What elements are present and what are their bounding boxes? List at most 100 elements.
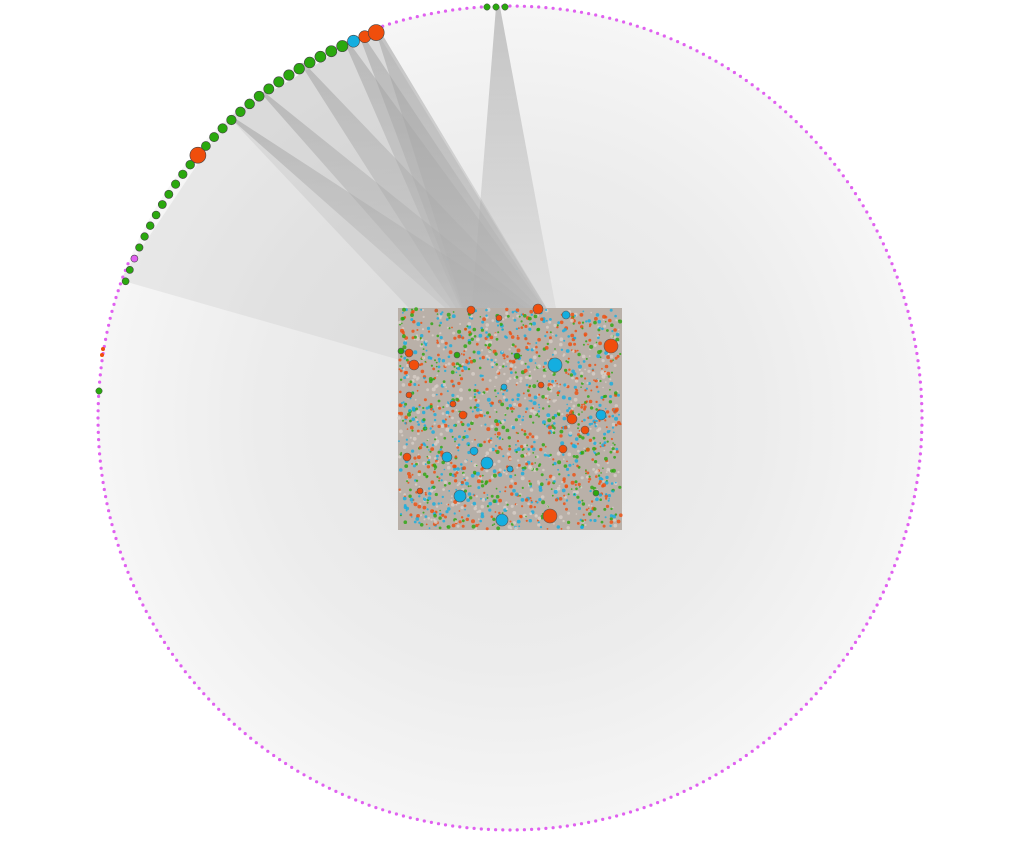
core-hub xyxy=(592,489,600,497)
core-node xyxy=(585,387,589,390)
core-node xyxy=(416,376,420,380)
core-node xyxy=(608,400,613,404)
core-node xyxy=(556,391,560,395)
core-node xyxy=(602,398,605,401)
ring-node xyxy=(112,302,116,306)
core-node xyxy=(451,362,456,366)
hub-node xyxy=(325,45,338,58)
core-node xyxy=(429,404,433,409)
core-node xyxy=(532,355,537,360)
core-node xyxy=(571,369,575,374)
core-node xyxy=(440,424,445,428)
core-node xyxy=(606,355,611,360)
ring-node xyxy=(183,670,187,674)
ring-node xyxy=(558,7,562,11)
ring-node xyxy=(594,819,598,823)
core-node xyxy=(444,346,447,349)
core-node xyxy=(534,514,538,518)
core-node xyxy=(447,402,450,405)
core-node xyxy=(602,483,606,488)
core-node xyxy=(598,403,602,407)
core-node xyxy=(557,460,562,465)
ring-node xyxy=(920,402,924,406)
core-node xyxy=(592,405,595,407)
core-node xyxy=(401,330,405,335)
core-node xyxy=(451,495,453,498)
core-node xyxy=(541,500,546,505)
core-node xyxy=(532,421,535,424)
core-node xyxy=(437,502,440,505)
core-node xyxy=(543,361,548,365)
core-node xyxy=(603,449,606,452)
core-node xyxy=(581,403,584,406)
ring-node xyxy=(408,816,412,820)
core-node xyxy=(490,515,494,518)
core-node xyxy=(490,362,495,367)
core-node xyxy=(423,490,426,493)
core-node xyxy=(524,498,529,502)
core-node xyxy=(455,444,458,447)
core-node xyxy=(606,479,608,482)
core-node xyxy=(505,398,509,402)
core-node xyxy=(602,318,605,321)
core-node xyxy=(504,490,507,493)
core-node xyxy=(529,488,534,492)
ring-node xyxy=(408,16,412,20)
core-node xyxy=(411,449,415,453)
hub-node xyxy=(135,243,144,252)
ring-node xyxy=(296,769,300,773)
core-node xyxy=(544,334,547,338)
ring-node xyxy=(669,37,673,41)
core-node xyxy=(423,498,427,501)
ring-node xyxy=(107,323,111,327)
core-node xyxy=(458,435,461,439)
ring-node xyxy=(401,18,405,22)
core-node xyxy=(442,406,445,409)
core-node xyxy=(570,318,574,323)
ring-node xyxy=(100,473,104,477)
core-node xyxy=(597,336,600,340)
core-node xyxy=(411,462,414,465)
ring-node xyxy=(104,495,108,499)
core-node xyxy=(474,384,477,386)
ring-node xyxy=(819,146,823,150)
core-node xyxy=(507,314,510,318)
core-node xyxy=(446,413,449,416)
core-node xyxy=(435,459,438,462)
core-node xyxy=(575,513,578,515)
core-node xyxy=(498,468,502,472)
core-node xyxy=(442,383,446,387)
ring-node xyxy=(129,577,133,581)
core-node xyxy=(536,519,539,522)
core-node xyxy=(433,513,437,518)
core-node xyxy=(580,405,584,409)
core-node xyxy=(446,525,449,528)
ring-node xyxy=(558,825,562,829)
core-node xyxy=(551,476,556,480)
core-node xyxy=(442,519,446,523)
core-node xyxy=(437,344,441,348)
core-node xyxy=(578,368,581,371)
core-node xyxy=(423,398,427,402)
core-node xyxy=(565,467,570,471)
core-node xyxy=(481,320,485,324)
ring-node xyxy=(565,824,569,828)
ring-node xyxy=(845,180,850,184)
core-node xyxy=(501,512,504,514)
core-node xyxy=(560,441,565,446)
core-node xyxy=(526,365,530,369)
core-node xyxy=(437,399,441,403)
core-node xyxy=(468,356,471,360)
core-node xyxy=(517,459,520,462)
core-node xyxy=(409,436,412,439)
core-node xyxy=(474,398,478,402)
core-node xyxy=(517,414,521,419)
core-node xyxy=(431,430,435,434)
ring-node xyxy=(315,780,319,784)
core-node xyxy=(477,391,481,395)
core-node xyxy=(589,519,592,522)
ring-node xyxy=(773,732,777,736)
core-node xyxy=(440,479,443,482)
ring-node xyxy=(809,135,813,139)
core-node xyxy=(415,416,417,419)
